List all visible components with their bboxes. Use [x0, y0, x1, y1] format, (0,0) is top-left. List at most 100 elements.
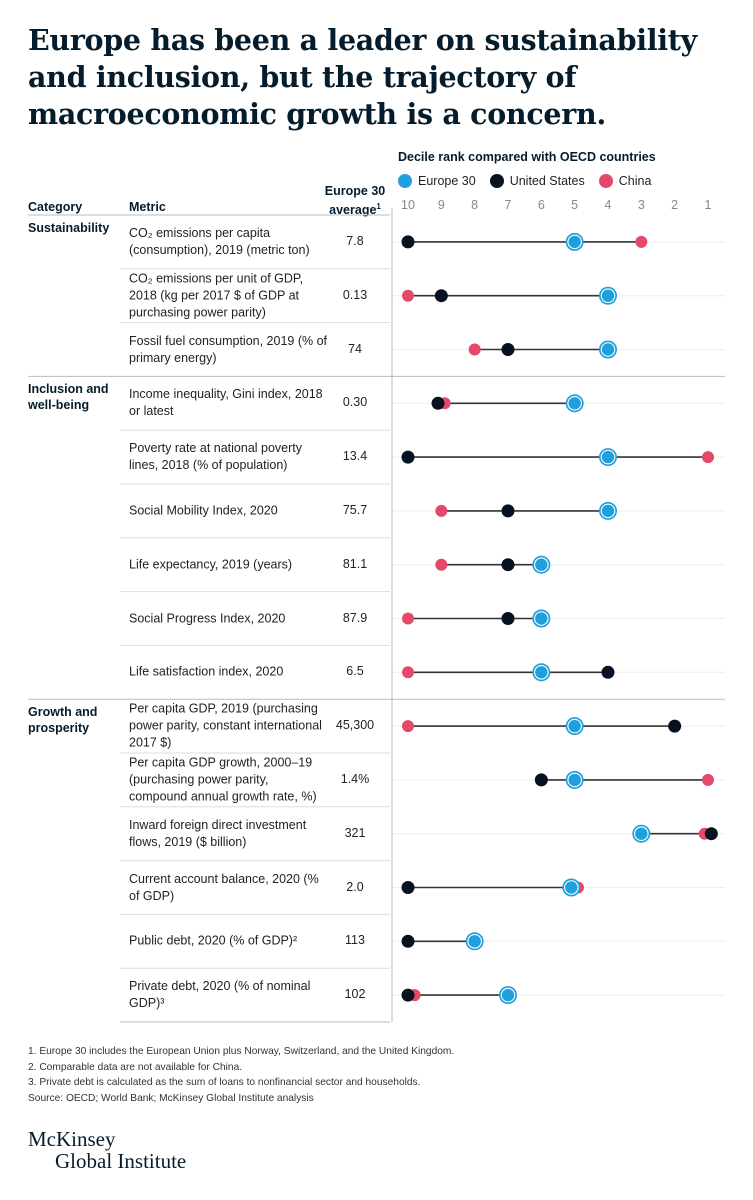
chart-subtitle: Decile rank compared with OECD countries — [398, 150, 656, 164]
x-tick-label: 5 — [571, 198, 579, 212]
metric-label: CO₂ emissions per capita (consumption), … — [129, 225, 310, 257]
europe-average-value: 13.4 — [342, 449, 368, 464]
dot-europe-30 — [568, 719, 581, 733]
dot-europe-30 — [535, 612, 548, 625]
legend-item: China — [598, 174, 652, 188]
europe-average-value: 87.9 — [342, 610, 368, 625]
legend-label: Europe 30 — [418, 174, 476, 188]
legend-item: Europe 30 — [398, 174, 476, 188]
legend-label: United States — [509, 174, 585, 188]
dot-europe-30 — [568, 235, 581, 249]
metric-label: Social Progress Index, 2020 — [129, 611, 286, 625]
dot-china — [402, 720, 414, 733]
metric-label: Life expectancy, 2019 (years) — [129, 557, 293, 572]
europe-average-value: 0.13 — [342, 287, 368, 302]
dot-europe-30 — [468, 935, 481, 948]
dot-china — [702, 451, 714, 464]
footnotes: 1. Europe 30 includes the European Union… — [28, 1044, 454, 1106]
dot-united-states — [431, 396, 445, 410]
x-tick-label: 9 — [437, 198, 445, 212]
dot-europe-30 — [635, 827, 648, 840]
europe-average-value: 45,300 — [335, 718, 375, 733]
footnote-1: 1. Europe 30 includes the European Union… — [28, 1046, 455, 1057]
europe-average-value: 2.0 — [346, 879, 364, 894]
dot-china — [635, 235, 648, 248]
dot-united-states — [401, 235, 415, 249]
dot-united-states — [704, 827, 718, 841]
dot-europe-30 — [568, 397, 581, 410]
category-label: Growth and prosperity — [28, 705, 98, 736]
europe-average-value: 321 — [344, 825, 366, 840]
dot-europe-30 — [601, 450, 615, 464]
dot-united-states — [401, 881, 415, 894]
legend-swatch — [398, 174, 412, 188]
metric-label: Current account balance, 2020 (% of GDP) — [129, 871, 319, 903]
chart-title: Europe has been a leader on sustainabili… — [28, 23, 697, 131]
metric-label: Social Mobility Index, 2020 — [129, 503, 278, 518]
metric-label: CO₂ emissions per unit of GDP, 2018 (kg … — [129, 271, 304, 320]
header-value-line1: Europe 30 — [324, 184, 386, 198]
dot-united-states — [401, 988, 415, 1002]
x-tick-label: 7 — [504, 198, 512, 212]
header-category: Category — [28, 200, 83, 214]
x-tick-label: 8 — [471, 198, 479, 212]
source-note: Source: OECD; World Bank; McKinsey Globa… — [28, 1092, 314, 1104]
footnote-3: 3. Private debt is calculated as the sum… — [28, 1077, 421, 1088]
legend-item: United States — [489, 174, 585, 188]
europe-average-value: 81.1 — [342, 556, 368, 571]
dot-china — [468, 343, 481, 356]
x-tick-label: 2 — [671, 198, 679, 212]
dot-united-states — [668, 719, 682, 733]
dot-china — [402, 666, 414, 679]
europe-average-value: 113 — [345, 933, 365, 948]
metric-label: Per capita GDP, 2019 (purchasing power p… — [129, 701, 322, 750]
europe-average-value: 75.7 — [342, 502, 368, 517]
dot-united-states — [401, 450, 415, 464]
legend-swatch — [598, 174, 613, 188]
dot-china — [702, 773, 714, 786]
footnote-2: 2. Comparable data are not available for… — [28, 1061, 243, 1073]
dot-china — [435, 558, 448, 571]
dot-united-states — [534, 773, 548, 787]
europe-average-value: 102 — [344, 987, 366, 1002]
legend: Europe 30 United States China — [398, 174, 651, 188]
dot-united-states — [501, 504, 515, 518]
dot-china — [435, 504, 448, 517]
legend-label: China — [618, 174, 652, 188]
logo-line1: McKinsey — [28, 1127, 116, 1151]
metric-label: Poverty rate at national poverty lines, … — [129, 441, 303, 473]
dot-europe-30 — [601, 504, 615, 518]
x-tick-label: 3 — [637, 198, 645, 212]
dot-united-states — [501, 343, 515, 356]
dot-europe-30 — [601, 289, 615, 302]
europe-average-value: 74 — [348, 341, 362, 356]
mckinsey-logo: McKinsey Global Institute — [28, 1128, 186, 1172]
header-value-line2: average — [329, 203, 377, 218]
dot-china — [402, 289, 414, 302]
logo-line2: Global Institute — [55, 1149, 187, 1173]
metric-label: Public debt, 2020 (% of GDP)² — [129, 933, 298, 948]
x-tick-label: 6 — [537, 198, 545, 212]
dot-europe-30 — [535, 666, 548, 679]
dot-united-states — [501, 612, 515, 625]
europe-average-value: 0.30 — [342, 395, 368, 410]
x-tick-label: 4 — [604, 198, 612, 212]
category-label: Sustainability — [28, 221, 110, 235]
dot-europe-30 — [601, 343, 615, 356]
metric-label: Per capita GDP growth, 2000–19 (purchasi… — [129, 755, 317, 804]
metric-label: Inward foreign direct investment flows, … — [129, 817, 307, 849]
dot-europe-30 — [568, 773, 581, 787]
europe-average-value: 1.4% — [340, 771, 370, 786]
dot-united-states — [501, 558, 515, 572]
dot-china — [402, 612, 414, 625]
europe-average-value: 7.8 — [346, 233, 364, 248]
dot-united-states — [601, 665, 615, 679]
dot-europe-30 — [535, 558, 548, 571]
europe-average-value: 6.5 — [346, 664, 364, 679]
metric-label: Income inequality, Gini index, 2018 or l… — [129, 387, 323, 419]
dot-united-states — [434, 289, 448, 303]
legend-swatch — [489, 174, 504, 188]
x-tick-label: 10 — [401, 198, 415, 212]
header-metric: Metric — [129, 200, 166, 214]
